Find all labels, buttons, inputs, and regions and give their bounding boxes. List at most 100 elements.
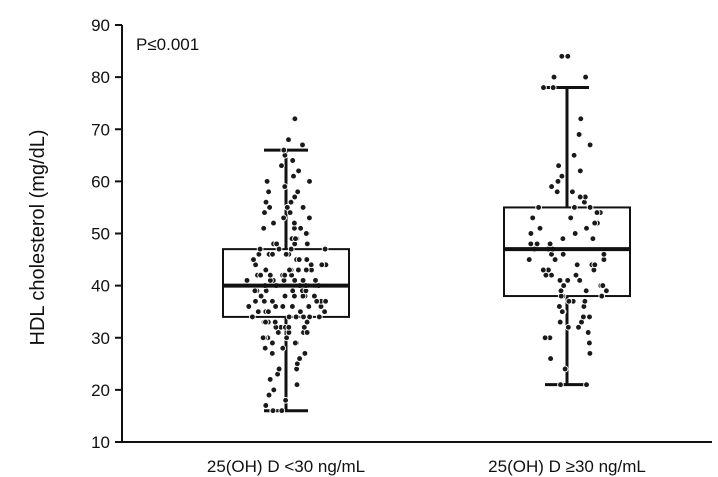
data-point [289,287,297,295]
y-tick-label: 40 [91,277,110,296]
data-point [559,235,567,243]
data-point [269,297,276,305]
data-point [286,209,294,216]
data-point [281,292,289,300]
data-point [245,303,253,310]
data-point [542,271,550,279]
data-point [243,277,251,284]
data-point [550,73,558,81]
data-point [257,271,264,279]
data-point [306,214,313,222]
data-point [586,339,593,347]
data-point [554,178,562,185]
data-point [549,84,557,91]
data-point [273,240,280,248]
data-point [575,323,582,331]
y-tick-label: 80 [91,68,110,87]
box-groups [222,52,631,415]
data-point [252,297,259,305]
data-point [546,240,554,248]
data-point [281,271,289,279]
data-point [557,381,564,389]
data-point [286,266,293,274]
data-point [285,313,293,321]
data-point [251,287,259,295]
data-point [564,52,572,60]
box-group [222,115,350,415]
data-point [559,250,567,258]
data-point [279,303,287,310]
data-point [557,287,565,295]
data-point [582,287,590,295]
data-point [567,214,575,222]
data-point [266,271,274,279]
data-point [564,277,572,284]
y-tick-label: 90 [91,16,110,35]
y-tick-label: 10 [91,433,110,452]
data-point [539,266,547,274]
data-point [272,303,279,310]
data-point [263,178,271,185]
data-point [262,402,270,409]
data-point [303,329,311,336]
data-point [603,287,610,295]
data-point [583,381,590,389]
y-tick-label: 50 [91,225,110,244]
data-point [291,277,299,284]
data-point [586,350,594,357]
p-value-annotation: P≤0.001 [136,35,199,54]
data-point [598,292,606,300]
data-point [571,204,578,211]
data-point [575,131,583,138]
data-point [290,172,297,180]
data-point [547,355,554,362]
data-point [580,313,587,321]
data-point [555,162,562,170]
data-point [260,224,268,232]
data-point [265,188,272,196]
data-point [556,277,564,284]
data-point [525,256,533,263]
data-point [296,355,303,362]
data-point [282,250,290,258]
data-point [262,266,270,274]
data-point [535,204,542,211]
x-category-label: 25(OH) D ≥30 ng/mL [488,457,646,476]
data-point [292,235,299,243]
data-point [291,115,299,123]
y-tick-label: 30 [91,329,110,348]
data-point [556,303,563,310]
data-point [533,240,541,248]
data-point [301,350,309,357]
data-point [560,282,568,289]
data-point [262,318,269,326]
data-point [291,219,298,227]
data-point [573,261,581,269]
data-point [565,297,573,305]
box-group [503,52,631,389]
data-point [303,240,311,248]
data-point [291,193,299,201]
data-point [256,245,264,253]
y-tick-label: 70 [91,120,110,139]
data-point [299,141,306,149]
data-point [302,230,310,237]
data-point [265,308,272,316]
data-point [285,323,293,331]
data-point [321,308,328,316]
data-point [303,318,311,326]
data-point [280,214,287,222]
data-point [577,115,585,123]
data-point [287,198,295,206]
data-point [270,386,278,394]
data-point [278,162,285,170]
data-point [593,209,601,216]
data-point [269,407,277,415]
data-point [261,209,268,216]
data-point [582,73,589,81]
data-point [271,318,279,326]
data-point [305,303,313,310]
data-point [591,261,599,269]
data-point [278,407,286,415]
data-point [269,250,276,258]
